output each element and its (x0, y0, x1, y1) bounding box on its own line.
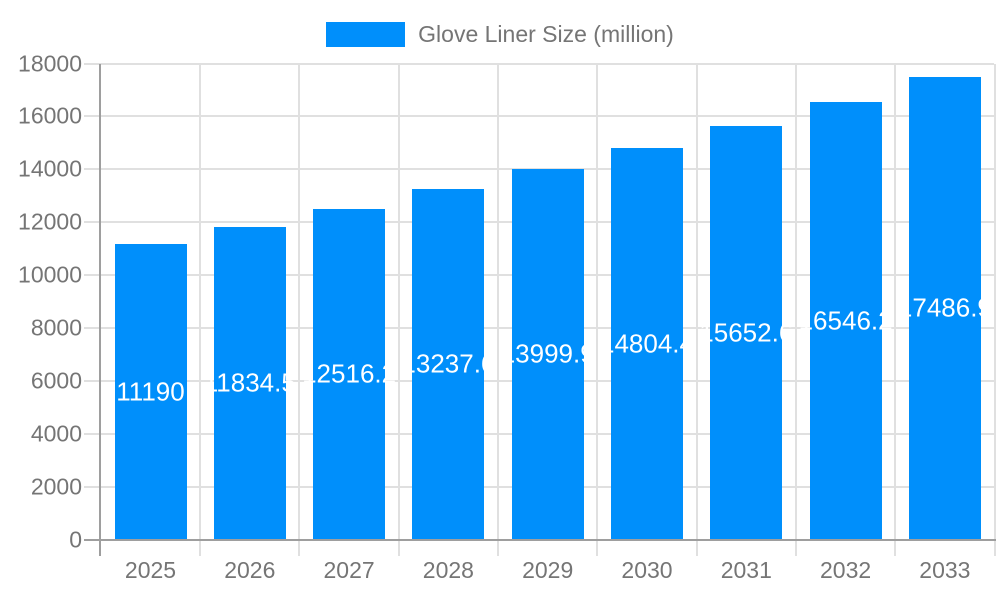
x-axis-tick-label: 2029 (522, 557, 574, 583)
v-gridline (298, 63, 301, 556)
legend[interactable]: Glove Liner Size (million) (0, 17, 1000, 51)
y-axis-tick-label: 2000 (30, 473, 82, 500)
bar-value-label: 13999.9 (500, 338, 595, 369)
x-axis-tick-label: 2030 (621, 557, 673, 583)
bar-value-label: 11190 (116, 376, 185, 407)
bar-2029[interactable] (511, 169, 584, 540)
y-axis-tick-label: 16000 (18, 102, 82, 129)
bar-2033[interactable] (908, 77, 981, 540)
legend-label: Glove Liner Size (million) (418, 20, 674, 47)
h-gridline (84, 115, 994, 118)
y-axis-tick-label: 0 (69, 526, 82, 552)
bar-2032[interactable] (809, 101, 882, 540)
x-axis-tick-label: 2031 (720, 557, 772, 583)
x-axis-tick-label: 2025 (124, 557, 177, 583)
v-gridline (596, 63, 599, 556)
bar-value-label: 11834.5 (203, 367, 296, 398)
legend-swatch-icon (326, 21, 406, 47)
x-axis-tick-label: 2026 (224, 557, 276, 583)
v-gridline (894, 63, 897, 556)
y-axis-tick-label: 6000 (30, 367, 82, 394)
bar-value-label: 16546.2 (798, 305, 893, 336)
bar-value-label: 13237.6 (401, 348, 496, 379)
bar-2027[interactable] (313, 208, 386, 540)
y-axis-tick-label: 12000 (18, 208, 82, 235)
y-axis-tick-label: 18000 (18, 50, 82, 76)
v-gridline (497, 63, 500, 556)
h-gridline (84, 62, 994, 65)
v-gridline (794, 63, 797, 556)
bar-2025[interactable] (114, 243, 187, 540)
x-axis-tick-label: 2032 (820, 557, 872, 583)
bar-2030[interactable] (611, 148, 683, 540)
y-axis-tick-label: 14000 (18, 155, 82, 182)
bar-2031[interactable] (710, 125, 783, 540)
y-axis-tick-label: 4000 (30, 420, 82, 447)
bar-2028[interactable] (412, 189, 485, 540)
bar-2026[interactable] (213, 226, 286, 540)
x-axis-tick-label: 2027 (323, 557, 375, 583)
bar-value-label: 12516.2 (302, 358, 397, 389)
v-gridline (397, 63, 400, 556)
bar-value-label: 17486.9 (897, 292, 992, 323)
y-axis-tick-label: 10000 (18, 261, 82, 288)
v-gridline (199, 63, 202, 556)
x-axis-tick-label: 2033 (919, 557, 971, 583)
y-axis-line (99, 63, 101, 556)
bar-value-label: 14804.4 (600, 328, 694, 359)
x-axis-line (84, 538, 996, 541)
x-axis-tick-label: 2028 (422, 557, 474, 583)
bar-value-label: 15652.6 (699, 317, 794, 348)
v-gridline (993, 63, 996, 556)
y-axis-tick-label: 8000 (30, 314, 82, 341)
v-gridline (695, 63, 698, 556)
